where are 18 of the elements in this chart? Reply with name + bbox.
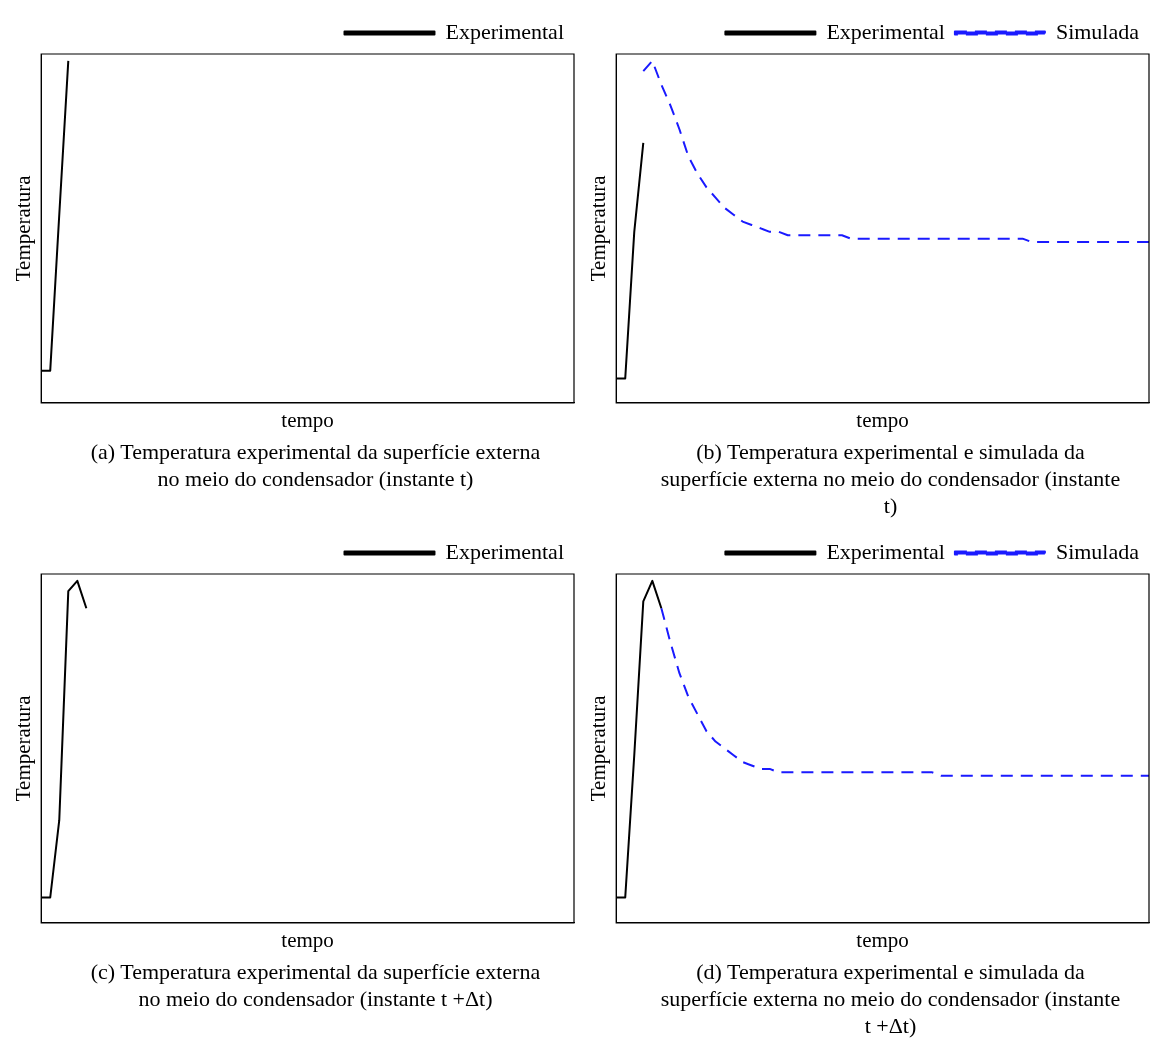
y-axis-title: Temperatura xyxy=(11,694,36,802)
legend-label: Simulada xyxy=(1055,18,1140,44)
text: (b) Temperatura experimental e simulada da superfície externa no meio do condensador (instante t) xyxy=(659,438,1122,519)
y-axis-title: Temperatura xyxy=(586,694,611,802)
x-axis-title: tempo xyxy=(856,927,909,952)
text: (a) Temperatura experimental da superfície externa no meio do condensador (instante t) xyxy=(89,438,542,492)
legend-label: Experimental xyxy=(445,18,565,44)
legend-label: Experimental xyxy=(826,538,945,564)
x-axis-title: tempo xyxy=(281,927,334,952)
y-axis-title: Temperatura xyxy=(11,174,36,282)
legend-label: Experimental xyxy=(826,18,945,44)
x-axis-title: tempo xyxy=(856,407,909,432)
text: (c) Temperatura experimental da superfície externa no meio do condensador (instante t +Δt) xyxy=(89,958,542,1012)
y-axis-title: Temperatura xyxy=(586,174,611,282)
text: (d) Temperatura experimental e simulada da superfície externa no meio do condensador (instante t +Δt) xyxy=(659,958,1122,1039)
x-axis-title: tempo xyxy=(281,407,334,432)
legend-label: Experimental xyxy=(445,538,565,564)
legend-label: Simulada xyxy=(1055,538,1140,564)
